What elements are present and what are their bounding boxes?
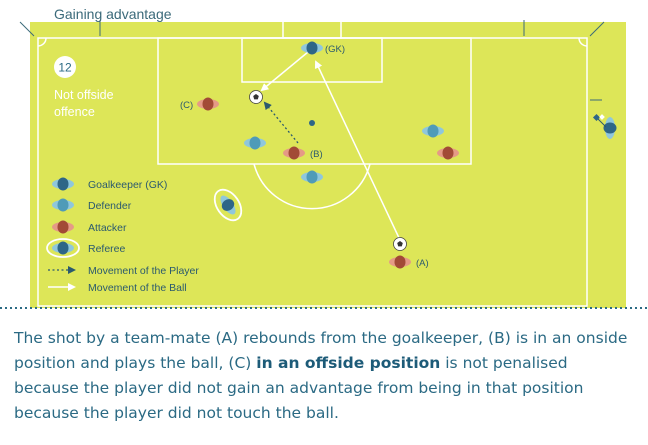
scenario-number: 12	[58, 61, 72, 75]
legend-label: Movement of the Ball	[88, 282, 187, 294]
flag-icon	[592, 113, 607, 128]
ball-movement-shot	[314, 60, 401, 241]
caption-part2: is not penalised because the player did …	[14, 354, 584, 422]
corner-diagonal	[589, 21, 605, 37]
corner-arc-right	[578, 37, 588, 47]
referee-ring	[213, 188, 243, 222]
corner-diagonal	[19, 21, 35, 37]
scenario-badge	[54, 56, 76, 78]
caption-bold: in an offside position	[256, 354, 441, 372]
badge-text-line2: offence	[54, 105, 95, 119]
label-a: (A)	[416, 258, 429, 269]
label-c: (C)	[180, 100, 193, 111]
legend-label: Goalkeeper (GK)	[88, 179, 167, 191]
penalty-arc	[253, 163, 371, 210]
ball-movement-rebound	[260, 51, 309, 92]
caption-part1: The shot by a team-mate (A) rebounds fro…	[14, 329, 628, 372]
legend-label: Referee	[88, 243, 126, 255]
legend-label: Movement of the Player	[88, 265, 199, 277]
penalty-spot	[309, 120, 315, 126]
offside-diagram: Gaining advantage 12 Not offside offence…	[0, 6, 648, 309]
ball-shot	[393, 237, 407, 251]
label-gk: (GK)	[325, 44, 345, 55]
label-b: (B)	[310, 149, 323, 160]
diagram-title: Gaining advantage	[54, 6, 172, 22]
referee-icon	[46, 238, 80, 258]
legend-label: Attacker	[88, 222, 127, 234]
legend: Goalkeeper (GK) Defender Attacker Refere…	[46, 177, 199, 294]
ball-rebound	[249, 90, 263, 104]
corner-arc-left	[37, 37, 47, 47]
goal	[282, 15, 342, 39]
caption: The shot by a team-mate (A) rebounds fro…	[14, 326, 634, 426]
pitch	[30, 22, 626, 308]
legend-label: Defender	[88, 200, 132, 212]
badge-text-line1: Not offside	[54, 88, 114, 102]
